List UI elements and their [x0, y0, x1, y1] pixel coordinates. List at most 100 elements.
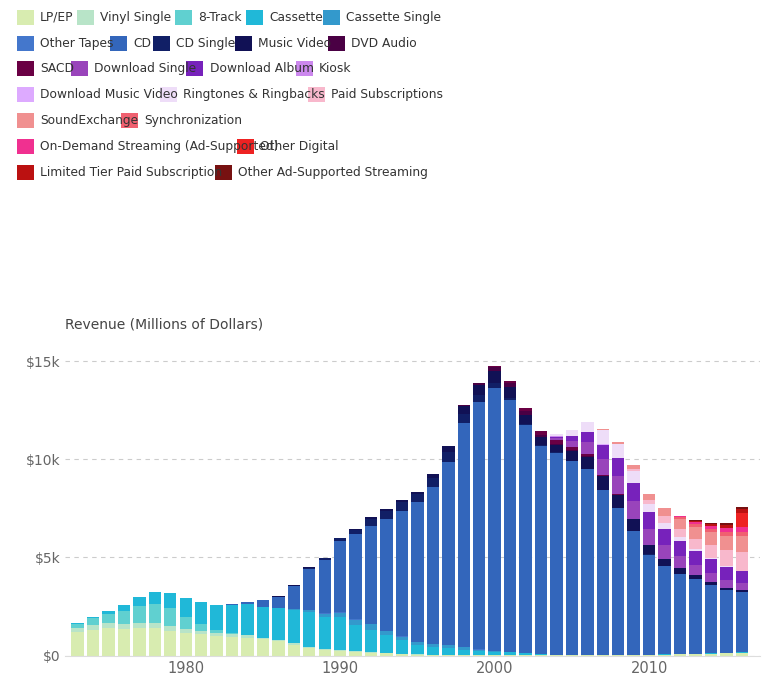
Bar [720, 536, 733, 550]
Bar [705, 582, 717, 585]
Bar [535, 445, 547, 446]
Bar [550, 445, 563, 452]
Bar [458, 650, 470, 655]
Bar [535, 437, 547, 445]
Bar [442, 452, 455, 462]
Bar [504, 400, 516, 652]
Bar [488, 388, 501, 651]
Bar [674, 529, 686, 537]
Bar [87, 617, 99, 618]
Bar [720, 528, 733, 532]
Bar [658, 507, 670, 516]
Bar [705, 524, 717, 526]
Bar [365, 525, 377, 624]
Bar [164, 593, 177, 609]
Bar [303, 612, 316, 647]
Bar [71, 623, 84, 624]
Bar [658, 522, 670, 529]
Bar [643, 500, 655, 504]
Bar [365, 517, 377, 518]
Bar [288, 643, 300, 645]
Bar [396, 511, 408, 637]
Bar [195, 602, 207, 624]
Bar [349, 529, 362, 530]
Bar [627, 519, 640, 531]
Bar [705, 557, 717, 559]
Bar [365, 518, 377, 525]
Bar [720, 532, 733, 536]
Bar [427, 474, 439, 478]
Bar [380, 654, 392, 656]
Bar [458, 415, 470, 423]
Bar [689, 527, 702, 539]
Text: CD Single: CD Single [177, 36, 236, 50]
Bar [319, 614, 331, 617]
Bar [288, 609, 300, 611]
Bar [149, 591, 161, 604]
Text: CD: CD [133, 36, 151, 50]
Text: Kiosk: Kiosk [319, 62, 352, 76]
Text: Ringtones & Ringbacks: Ringtones & Ringbacks [183, 88, 325, 102]
Bar [689, 654, 702, 656]
Bar [705, 585, 717, 654]
Bar [396, 640, 408, 654]
Bar [102, 613, 114, 623]
Bar [643, 512, 655, 529]
Text: Paid Subscriptions: Paid Subscriptions [331, 88, 443, 102]
Bar [365, 653, 377, 656]
Bar [365, 630, 377, 652]
Bar [411, 654, 424, 656]
Bar [705, 529, 717, 533]
Bar [643, 504, 655, 512]
Bar [488, 382, 501, 388]
Bar [597, 445, 609, 459]
Bar [442, 446, 455, 452]
Text: Other Ad-Supported Streaming: Other Ad-Supported Streaming [238, 166, 428, 180]
Bar [705, 533, 717, 546]
Bar [118, 624, 130, 629]
Bar [535, 654, 547, 655]
Bar [488, 366, 501, 367]
Bar [473, 385, 485, 395]
Bar [689, 522, 702, 524]
Bar [102, 623, 114, 628]
Bar [689, 579, 702, 654]
Bar [380, 510, 392, 511]
Bar [71, 632, 84, 656]
Bar [87, 618, 99, 626]
Bar [581, 454, 594, 456]
Bar [334, 613, 346, 617]
Bar [658, 545, 670, 559]
Text: Download Music Video: Download Music Video [40, 88, 178, 102]
Bar [566, 447, 578, 450]
Bar [566, 430, 578, 436]
Bar [720, 590, 733, 653]
Bar [689, 551, 702, 565]
Bar [689, 575, 702, 579]
Bar [627, 469, 640, 471]
Bar [442, 648, 455, 655]
Bar [180, 598, 192, 617]
Bar [349, 625, 362, 652]
Bar [87, 630, 99, 656]
Bar [720, 525, 733, 528]
Bar [257, 600, 269, 607]
Bar [720, 550, 733, 566]
Bar [272, 641, 285, 656]
Bar [149, 628, 161, 656]
Text: Download Album: Download Album [210, 62, 313, 76]
Bar [319, 617, 331, 650]
Bar [504, 652, 516, 655]
Bar [458, 647, 470, 650]
Bar [581, 457, 594, 469]
Bar [288, 586, 300, 609]
Bar [736, 591, 748, 652]
Bar [736, 507, 748, 509]
Bar [566, 436, 578, 441]
Bar [720, 653, 733, 656]
Bar [458, 423, 470, 647]
Bar [226, 633, 238, 635]
Bar [643, 529, 655, 545]
Bar [411, 645, 424, 654]
Bar [71, 624, 84, 628]
